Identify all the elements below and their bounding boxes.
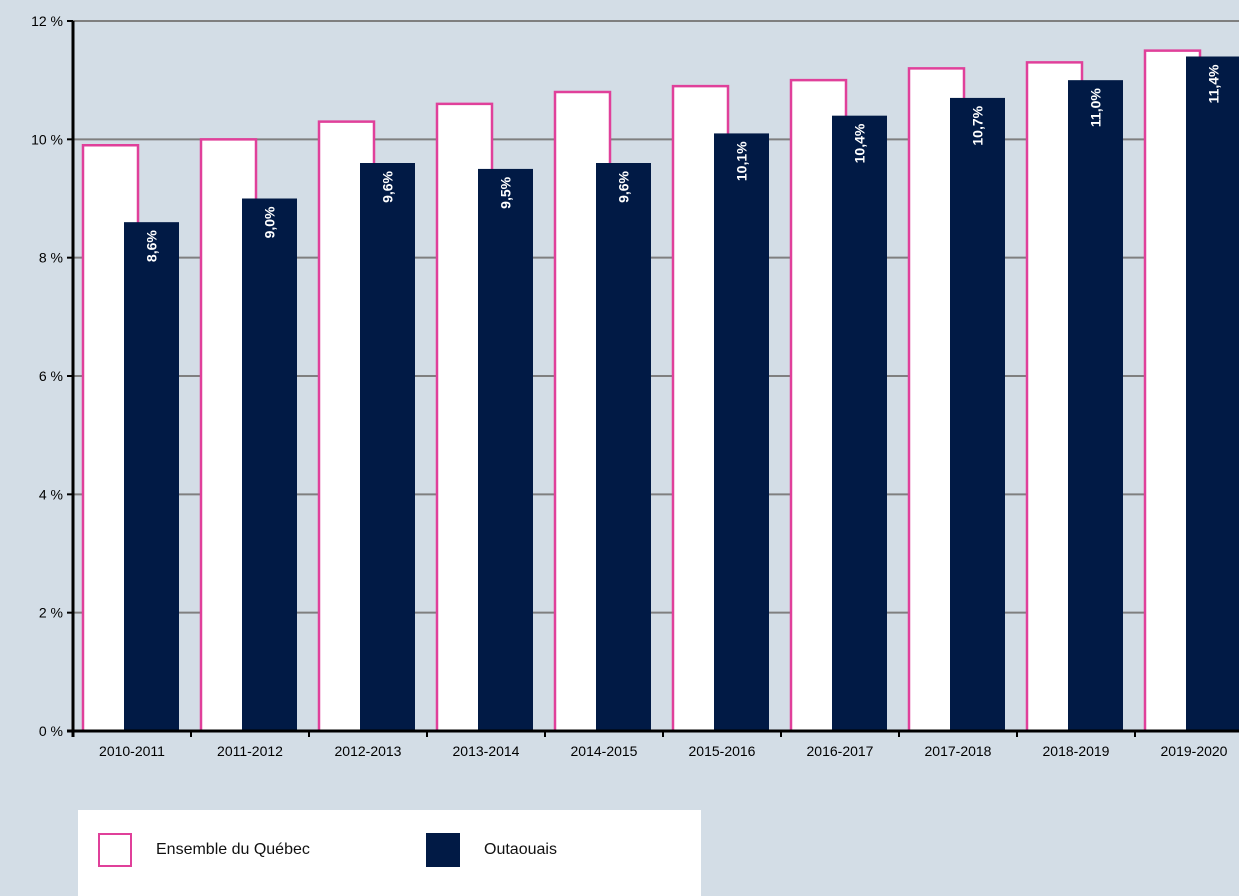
data-label-outaouais: 10,7% [970, 105, 986, 145]
x-tick-label: 2012-2013 [335, 743, 402, 759]
data-label-outaouais: 9,6% [616, 170, 632, 202]
bar-outaouais [714, 133, 769, 731]
bar-outaouais [832, 115, 887, 731]
legend-swatch-outaouais [426, 833, 460, 867]
x-tick-label: 2018-2019 [1043, 743, 1110, 759]
data-label-outaouais: 9,0% [262, 206, 278, 238]
data-label-outaouais: 10,1% [734, 141, 750, 181]
x-tick-label: 2013-2014 [453, 743, 520, 759]
x-tick-label: 2015-2016 [689, 743, 756, 759]
data-label-outaouais: 9,6% [380, 170, 396, 202]
bar-outaouais [478, 168, 533, 731]
x-tick-label: 2017-2018 [925, 743, 992, 759]
bar-chart: 0 % 2 % 4 % 6 % 8 % 10 % 12 % 8,6% 2010-2011 9,0%… [31, 13, 1239, 759]
bar-outaouais [360, 163, 415, 731]
legend-label-outaouais: Outaouais [484, 841, 557, 858]
legend-label-quebec: Ensemble du Québec [156, 841, 310, 858]
data-label-outaouais: 11,4% [1206, 64, 1222, 103]
legend-item-outaouais: Outaouais [426, 832, 557, 868]
data-label-outaouais: 10,4% [852, 123, 868, 163]
legend-swatch-quebec [98, 833, 132, 867]
x-tick-label: 2016-2017 [807, 743, 874, 759]
data-label-outaouais: 11,0% [1088, 88, 1104, 127]
y-tick-label: 12 % [31, 13, 63, 29]
x-tick-label: 2010-2011 [99, 743, 165, 759]
y-tick-label: 8 % [39, 250, 63, 266]
bar-outaouais [242, 198, 297, 731]
bar-outaouais [1186, 56, 1239, 731]
y-tick-label: 4 % [39, 486, 63, 502]
legend-item-quebec: Ensemble du Québec [98, 832, 310, 868]
data-label-outaouais: 8,6% [144, 230, 160, 262]
y-tick-label: 0 % [39, 723, 63, 739]
y-tick-label: 10 % [31, 131, 63, 147]
bar-outaouais [950, 97, 1005, 731]
y-tick-label: 2 % [39, 605, 63, 621]
bar-outaouais [1068, 80, 1123, 731]
legend: Ensemble du Québec Outaouais [78, 810, 701, 896]
x-tick-label: 2019-2020 [1161, 743, 1228, 759]
x-tick-label: 2014-2015 [571, 743, 638, 759]
y-tick-label: 6 % [39, 368, 63, 384]
data-label-outaouais: 9,5% [498, 176, 514, 208]
bar-outaouais [124, 222, 179, 731]
bar-outaouais [596, 163, 651, 731]
x-tick-label: 2011-2012 [217, 743, 283, 759]
